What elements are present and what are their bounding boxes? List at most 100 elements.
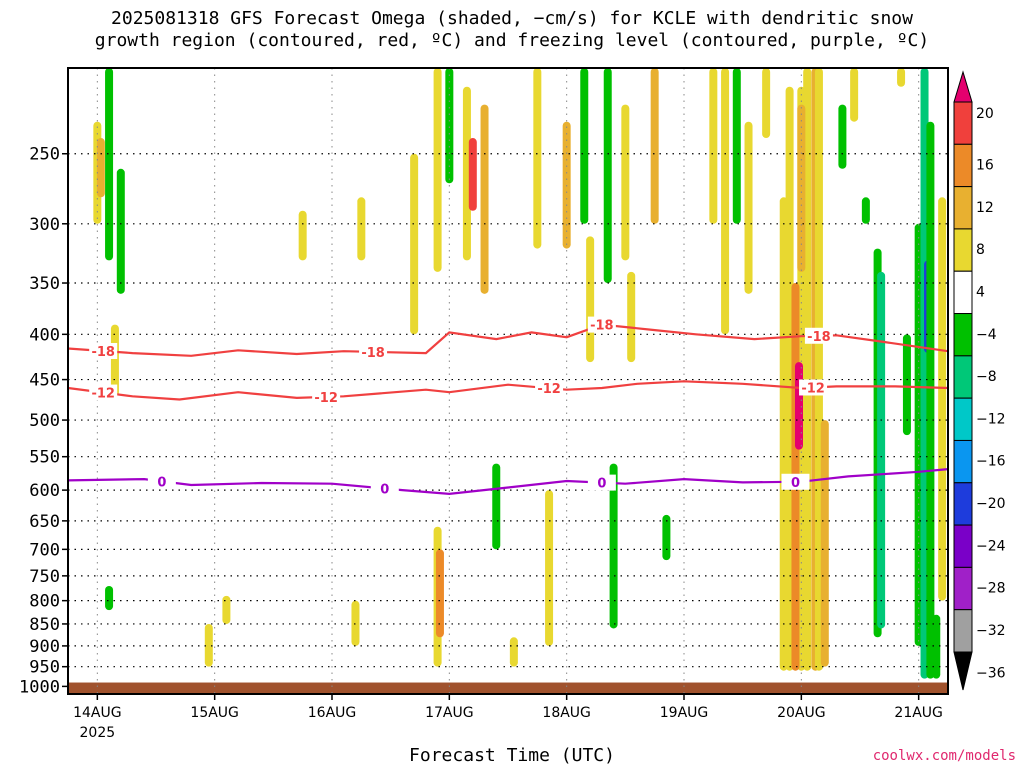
omega-cell bbox=[794, 362, 803, 450]
colorbar-bin bbox=[953, 101, 973, 145]
y-tick-label: 450 bbox=[29, 371, 60, 391]
contour-label-bg bbox=[359, 343, 388, 360]
omega-cell bbox=[509, 637, 518, 667]
y-tick-label: 600 bbox=[29, 481, 60, 501]
y-tick-label: 350 bbox=[29, 274, 60, 294]
omega-cell bbox=[410, 153, 419, 335]
y-tick-label: 300 bbox=[29, 215, 60, 235]
colorbar: 20 16 12 8 4 −4 −8 −12 −16 −20 −24 −28 −32 −36 bbox=[953, 70, 1006, 691]
y-tick-label: 700 bbox=[29, 540, 60, 560]
x-tick-label: 17AUG bbox=[425, 705, 474, 721]
y-tick-label: 400 bbox=[29, 325, 60, 345]
colorbar-label: 16 bbox=[976, 158, 994, 174]
omega-cell bbox=[926, 121, 935, 679]
omega-shading-layer bbox=[93, 68, 947, 679]
contour-label: -12 bbox=[91, 387, 115, 402]
omega-cell bbox=[732, 68, 741, 224]
colorbar-bin bbox=[953, 566, 973, 611]
colorbar-label: −20 bbox=[976, 496, 1006, 512]
contour-label: -18 bbox=[91, 345, 115, 360]
omega-cell bbox=[492, 463, 501, 550]
contour-label-bg bbox=[799, 379, 828, 396]
omega-cell bbox=[545, 490, 554, 646]
x-axis-label: Forecast Time (UTC) bbox=[409, 745, 615, 766]
omega-cell bbox=[627, 271, 636, 363]
credit-link[interactable]: coolwx.com/models bbox=[872, 748, 1016, 764]
contour-label-bg bbox=[370, 480, 399, 497]
contour-layer: -18 -18 -18 -18 -12 -12 -12 -12 0 0 0 0 bbox=[67, 316, 949, 498]
omega-cell bbox=[721, 68, 730, 335]
colorbar-label: −36 bbox=[976, 665, 1006, 681]
colorbar-bin bbox=[953, 143, 973, 188]
y-tick-label: 1000 bbox=[19, 677, 60, 697]
colorbar-bin bbox=[953, 270, 973, 315]
colorbar-label: −12 bbox=[976, 411, 1006, 427]
x-tick-label: 18AUG bbox=[542, 705, 591, 721]
contour-label: 0 bbox=[597, 477, 606, 492]
contour-label-bg bbox=[535, 380, 564, 397]
y-tick-label: 550 bbox=[29, 448, 60, 468]
omega-cell bbox=[433, 68, 442, 272]
contour-label-bg bbox=[89, 342, 118, 359]
colorbar-arrow-top bbox=[953, 70, 973, 103]
colorbar-label: −8 bbox=[976, 369, 997, 385]
omega-cell bbox=[897, 68, 906, 87]
contour-label: -12 bbox=[537, 382, 561, 397]
omega-cell bbox=[298, 210, 307, 261]
contour-label: -18 bbox=[807, 330, 831, 345]
colorbar-bin bbox=[953, 439, 973, 484]
contour-label: 0 bbox=[791, 476, 800, 491]
contour-label-bg bbox=[781, 473, 810, 490]
x-tick-label: 16AUG bbox=[308, 705, 357, 721]
omega-cell bbox=[105, 585, 114, 611]
colorbar-bin bbox=[953, 524, 973, 568]
contour-label-bg bbox=[804, 327, 833, 344]
colorbar-label: 8 bbox=[976, 242, 985, 258]
omega-cell bbox=[877, 271, 886, 629]
y-tick-label: 800 bbox=[29, 592, 60, 612]
colorbar-label: −32 bbox=[976, 623, 1006, 639]
colorbar-label: 20 bbox=[976, 106, 994, 122]
plot-frame bbox=[67, 67, 949, 695]
omega-cell bbox=[435, 549, 444, 638]
contour-label-bg bbox=[312, 388, 341, 405]
omega-cell bbox=[797, 104, 806, 272]
omega-cell bbox=[357, 197, 366, 261]
omega-cell bbox=[709, 68, 718, 224]
x-tick-label: 14AUG bbox=[73, 705, 122, 721]
x-tick-label: 21AUG bbox=[894, 705, 943, 721]
omega-cell bbox=[932, 614, 941, 679]
contour-label-bg bbox=[587, 316, 616, 333]
omega-cell bbox=[204, 623, 213, 667]
colorbar-label: −4 bbox=[976, 327, 997, 343]
omega-cell bbox=[96, 138, 105, 198]
contour-line bbox=[67, 468, 949, 496]
omega-cell bbox=[445, 68, 454, 184]
omega-cell bbox=[820, 420, 829, 667]
chart-title-line-2: growth region (contoured, red, ºC) and f… bbox=[94, 30, 930, 51]
contour-label: -18 bbox=[590, 319, 614, 334]
y-tick-label: 250 bbox=[29, 145, 60, 165]
omega-cell bbox=[603, 68, 612, 284]
y-tick-label: 650 bbox=[29, 512, 60, 532]
colorbar-label: 4 bbox=[976, 285, 985, 301]
omega-cell bbox=[105, 68, 114, 261]
omega-cell bbox=[902, 334, 911, 436]
colorbar-label: −24 bbox=[976, 538, 1006, 554]
y-tick-label: 900 bbox=[29, 637, 60, 657]
contour-line bbox=[67, 323, 949, 357]
y-tick-label: 850 bbox=[29, 615, 60, 635]
omega-cell bbox=[662, 514, 671, 561]
x-tick-sublabel: 2025 bbox=[80, 725, 116, 741]
omega-cell bbox=[468, 138, 477, 211]
contour-label: -18 bbox=[361, 346, 385, 361]
omega-cell bbox=[116, 168, 125, 294]
y-tick-label: 500 bbox=[29, 411, 60, 431]
contour-label: 0 bbox=[380, 483, 389, 498]
omega-cell bbox=[222, 595, 231, 624]
omega-cell bbox=[938, 197, 947, 601]
contour-label-bg bbox=[587, 474, 616, 491]
y-tick-label: 750 bbox=[29, 567, 60, 587]
contour-label-bg bbox=[147, 473, 176, 490]
